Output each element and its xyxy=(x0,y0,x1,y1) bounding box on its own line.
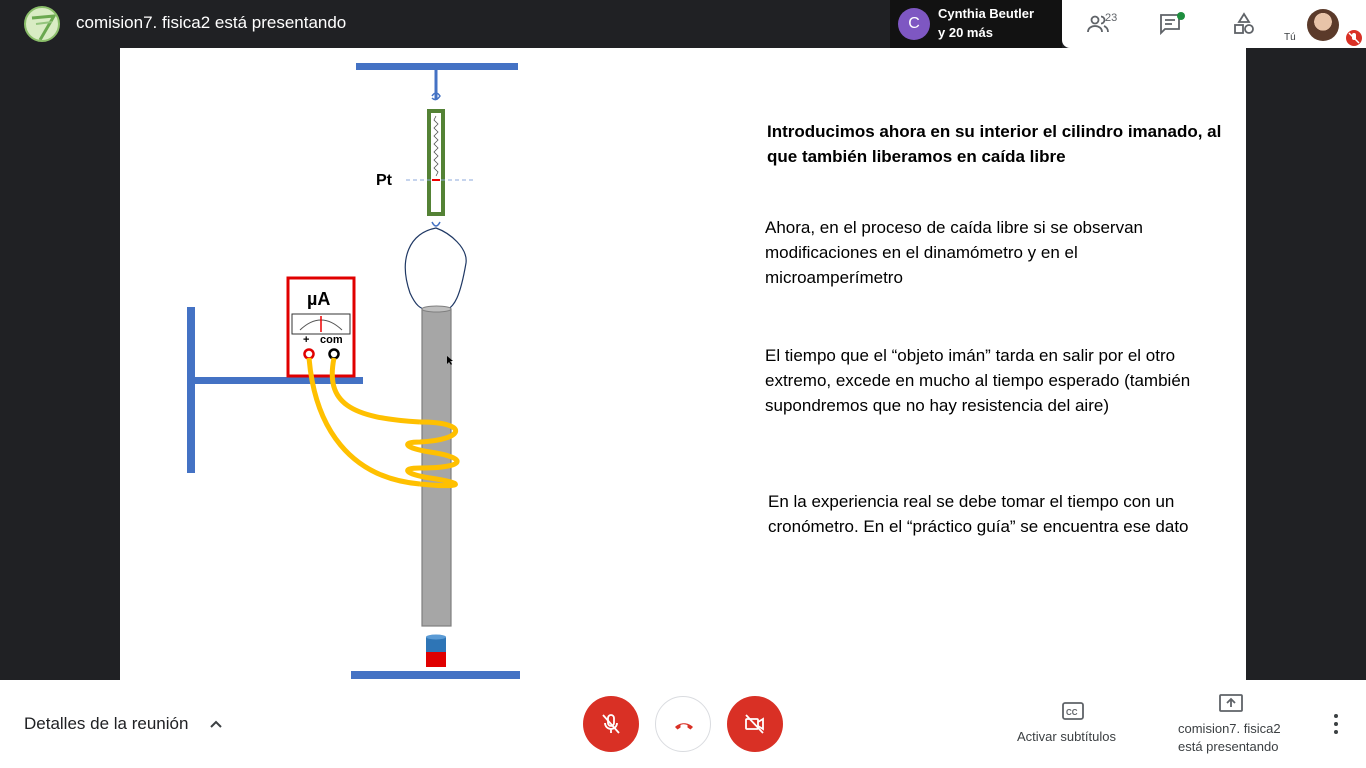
magnet-top xyxy=(426,634,446,640)
shapes-icon xyxy=(1234,12,1254,34)
left-stand-shelf xyxy=(195,377,363,384)
mic-off-icon xyxy=(602,714,620,734)
microammeter-unit-label: µA xyxy=(307,289,330,309)
com-terminal xyxy=(328,348,340,360)
mic-toggle-button[interactable] xyxy=(583,696,639,752)
activities-button[interactable] xyxy=(1226,8,1262,40)
presenter-avatar-image xyxy=(31,14,57,40)
coil xyxy=(405,419,460,489)
present-screen-icon[interactable] xyxy=(1219,694,1243,714)
plus-terminal-label: + xyxy=(303,334,309,346)
self-mic-muted-icon xyxy=(1346,30,1362,46)
base-support-bar xyxy=(351,671,520,679)
chat-icon xyxy=(1160,14,1180,36)
self-avatar[interactable] xyxy=(1307,9,1339,41)
top-support-bar xyxy=(356,63,518,70)
dynamometer-spring xyxy=(433,115,439,177)
slide-paragraph-3: En la experiencia real se debe tomar el … xyxy=(768,492,1189,536)
presented-slide: Pt µA + com Introducimos ahora en su int… xyxy=(120,48,1246,680)
slide-paragraph-2: El tiempo que el “objeto imán” tarda en … xyxy=(765,346,1191,415)
wire-plus xyxy=(306,357,421,487)
wire-com xyxy=(329,357,421,425)
chevron-up-icon[interactable] xyxy=(208,716,224,732)
slide-heading: Introducimos ahora en su interior el cil… xyxy=(767,122,1222,166)
hang-up-icon xyxy=(675,723,693,730)
bottom-bar: Detalles de la reunión CC Activar subtít… xyxy=(0,680,1366,768)
magnet-north xyxy=(426,637,446,652)
closed-captions-icon[interactable]: CC xyxy=(1062,702,1084,720)
people-icon xyxy=(1087,15,1109,33)
plus-terminal xyxy=(303,348,315,360)
participant-avatar: C xyxy=(898,8,930,40)
top-hook xyxy=(431,92,441,101)
chat-notification-dot xyxy=(1177,12,1185,20)
presenting-status-label[interactable]: comision7. fisica2 está presentando xyxy=(1178,721,1281,754)
holding-bag xyxy=(404,227,467,311)
bottom-hook xyxy=(431,221,441,227)
participant-more: y 20 más xyxy=(938,25,993,40)
presenter-title: comision7. fisica2 está presentando xyxy=(76,13,347,32)
camera-off-icon xyxy=(745,714,764,734)
more-options-icon[interactable] xyxy=(1326,712,1346,736)
slide-paragraph-1: Ahora, en el proceso de caída libre si s… xyxy=(765,218,1144,287)
experiment-diagram: Pt µA + com xyxy=(187,63,520,679)
self-label: Tú xyxy=(1284,32,1296,43)
pt-label: Pt xyxy=(376,172,393,189)
meeting-details-button[interactable]: Detalles de la reunión xyxy=(24,714,189,733)
top-bar: comision7. fisica2 está presentando C Cy… xyxy=(0,0,1366,48)
captions-button-label[interactable]: Activar subtítulos xyxy=(1017,729,1116,744)
presenter-avatar xyxy=(24,6,60,42)
mouse-pointer xyxy=(447,356,453,365)
com-terminal-label: com xyxy=(320,334,343,346)
left-stand-post xyxy=(187,307,195,473)
svg-text:CC: CC xyxy=(1066,708,1078,717)
tube-top xyxy=(421,305,452,313)
people-button[interactable] xyxy=(1080,8,1116,40)
leave-call-button[interactable] xyxy=(655,696,711,752)
dynamometer-frame xyxy=(427,109,445,216)
chat-button[interactable] xyxy=(1152,8,1188,40)
camera-toggle-button[interactable] xyxy=(727,696,783,752)
magnet-south xyxy=(426,652,446,667)
active-speakers-chip[interactable]: C Cynthia Beutler y 20 más xyxy=(890,0,1062,48)
people-count: 23 xyxy=(1105,12,1118,24)
participant-name: Cynthia Beutler xyxy=(938,6,1035,21)
